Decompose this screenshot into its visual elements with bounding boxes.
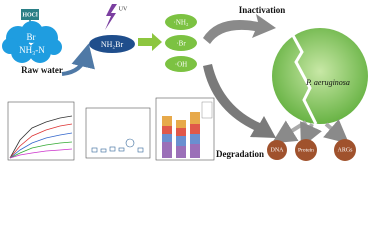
inactivation-arrow [203,14,276,44]
hocl-box [21,9,39,20]
page: HOCl Br NH₃-N Raw water UV NH₂Br ·NH₂ ·B… [2,4,368,161]
uv-label: UV [119,6,128,12]
product-circle [295,139,317,161]
hocl-label: HOCl [22,12,38,18]
inactivation-label: Inactivation [239,5,286,15]
radical-oval [165,14,197,30]
product-circle [334,139,356,161]
nh2br-label: NH₂Br [101,40,124,49]
product-circle [267,140,287,160]
radical-label: ·OH [175,61,187,69]
cell [272,28,368,124]
degradation-arrow [203,64,276,138]
thumbnail-box-chart [85,107,151,159]
arrow [323,119,350,144]
cloud [2,21,62,63]
arrow [271,120,308,144]
product-label: ARGs [337,147,353,153]
degradation-label: Degradation [216,149,264,159]
radical-oval [165,35,197,51]
br-label: Br [27,32,36,42]
crack [288,29,318,125]
radical-label: ·Br [176,40,186,48]
radical-label: ·NH₂ [174,19,189,27]
radical-oval [165,56,197,72]
nh2br-ellipse [89,35,135,53]
nh3n-label: NH₃-N [19,45,45,55]
arrow [300,121,322,148]
arrow [61,43,95,76]
thumbnail-stacked-bar-chart [155,97,215,161]
uv-lightning [105,4,117,30]
product-label: Protein [298,147,314,153]
raw-water-label: Raw water [21,65,63,75]
green-arrow [138,33,162,51]
graphical-abstract: HOCl Br NH₃-N Raw water UV NH₂Br ·NH₂ ·B… [2,4,368,161]
thumbnail-line-chart [7,101,75,161]
cell-label: P. aeruginosa [305,78,350,87]
product-label: DNA [271,147,285,153]
